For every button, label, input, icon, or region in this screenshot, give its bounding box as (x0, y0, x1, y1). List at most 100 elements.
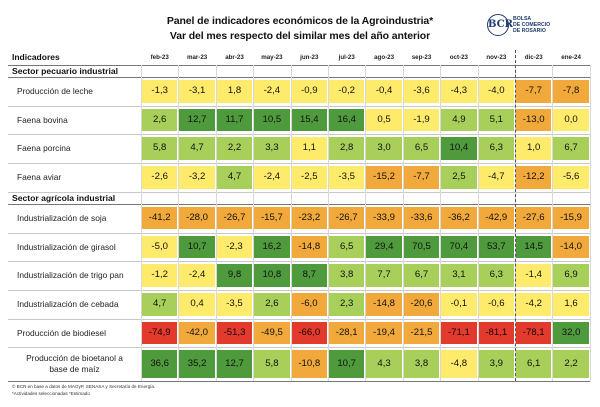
table-row: Industrialización de trigo pan -1,2 -2,4 9,… (8, 261, 590, 290)
column-divider (178, 65, 180, 382)
value-cell: -7,7 (403, 166, 440, 189)
value-cell: -4,8 (441, 350, 477, 379)
value-cell: -42,9 (478, 206, 514, 230)
value-cell: -2,3 (216, 235, 253, 259)
value-cell: 8,7 (291, 264, 327, 287)
row-label-line: Producción de bioetanol a (26, 353, 123, 364)
value-cell: 6,5 (403, 137, 440, 161)
value-cell: 2,6 (142, 108, 178, 132)
value-cell: 3,1 (441, 264, 477, 287)
value-cell: -28,0 (179, 206, 215, 230)
value-cell: -27,6 (516, 206, 552, 230)
value-cell: -66,0 (291, 321, 327, 345)
value-cell: -4,0 (478, 80, 514, 103)
column-divider (365, 65, 367, 382)
value-cell: -28,1 (329, 321, 365, 345)
value-cell: 10,4 (441, 137, 477, 161)
value-cell: -7,8 (553, 80, 589, 103)
row-label: Producción de bioetanol a base de maíz (8, 347, 141, 381)
section-header-row: Sector agrícola industrial (8, 192, 590, 204)
value-cell: 5,8 (142, 137, 178, 161)
value-cell: -33,9 (366, 206, 402, 230)
footnote-notes: *Actividades seleccionadas *Estimado (12, 391, 90, 396)
table-row: Producción de biodiesel -74,9 -42,0 -51,3 -4… (8, 319, 590, 348)
value-cell: -3,5 (216, 292, 253, 316)
row-label: Faena aviar (17, 172, 62, 183)
column-header-month: sep-23 (411, 54, 432, 61)
row-divider (8, 232, 590, 234)
section-divider (8, 203, 590, 205)
value-cell: -14,8 (291, 235, 327, 259)
value-cell: -14,0 (553, 235, 589, 259)
value-cell: -0,1 (441, 292, 477, 316)
row-divider (8, 191, 590, 193)
column-header-month: jun-23 (300, 54, 319, 61)
value-cell: -5,6 (553, 166, 589, 189)
value-cell: 6,7 (403, 264, 440, 287)
table-row: Faena porcina 5,8 4,7 2,2 3,3 1,1 2,8 3,0 6,5 10,… (8, 134, 590, 163)
value-cell: -33,6 (403, 206, 440, 230)
value-cell: -26,7 (329, 206, 365, 230)
value-cell: -71,1 (441, 321, 477, 345)
value-cell: 32,0 (553, 321, 589, 345)
title-block: Panel de indicadores económicos de la Ag… (0, 14, 600, 44)
value-cell: 10,5 (254, 108, 290, 132)
row-label: Producción de leche (17, 86, 93, 96)
value-cell: 3,8 (329, 264, 365, 287)
value-cell: 5,8 (254, 350, 290, 379)
row-label: Faena bovina (17, 114, 68, 125)
value-cell: 0,5 (366, 108, 402, 132)
value-cell: -1,4 (516, 264, 552, 287)
value-cell: 70,5 (403, 235, 440, 259)
table-row: Faena aviar -2,6 -3,2 4,7 -2,4 -2,5 -3,5 -15,2-… (8, 163, 590, 192)
column-divider (215, 65, 217, 382)
value-cell: -19,4 (366, 321, 402, 345)
value-cell: 10,7 (179, 235, 215, 259)
table-row: Industrialización de cebada 4,7 0,4 -3,5 2,6… (8, 290, 590, 319)
section-title: Sector agrícola industrial (12, 192, 116, 203)
value-cell: 53,7 (478, 235, 514, 259)
value-cell: -23,2 (291, 206, 327, 230)
value-cell: 6,1 (516, 350, 552, 379)
value-cell: 3,3 (254, 137, 290, 161)
chart-subtitle: Var del mes respecto del similar mes del… (169, 30, 431, 42)
column-header-month: feb-23 (150, 54, 169, 61)
value-cell: 11,7 (216, 108, 253, 132)
value-cell: -42,0 (179, 321, 215, 345)
value-cell: -51,3 (216, 321, 253, 345)
column-header-month: jul-23 (338, 54, 355, 61)
value-cell: 4,9 (441, 108, 477, 132)
footnote-source: © BCR en base a datos de MAGyP, SENASA y… (12, 384, 156, 389)
value-cell: -2,4 (254, 80, 290, 103)
value-cell: 4,7 (179, 137, 215, 161)
value-cell: 3,9 (478, 350, 514, 379)
section-header-row: Sector pecuario industrial (8, 65, 590, 77)
value-cell: 9,8 (216, 264, 253, 287)
value-cell: 1,0 (516, 137, 552, 161)
row-divider (8, 289, 590, 291)
value-cell: -1,9 (403, 108, 440, 132)
value-cell: 3,8 (403, 350, 440, 379)
table-row: Industrialización de soja -41,2 -28,0 -26,7… (8, 204, 590, 233)
value-cell: -2,5 (291, 166, 327, 189)
value-cell: 16,4 (329, 108, 365, 132)
row-label: Industrialización de soja (17, 212, 107, 223)
bcr-seal-icon: BCR (487, 14, 513, 36)
column-divider (290, 65, 292, 382)
row-divider (8, 261, 590, 263)
row-label: Industrialización de cebada (17, 298, 119, 309)
chart-title: Panel de indicadores económicos de la Ag… (166, 15, 434, 27)
value-cell: 0,4 (179, 292, 215, 316)
estimate-separator (515, 50, 516, 382)
value-cell: -0,2 (329, 80, 365, 103)
value-cell: 4,7 (216, 166, 253, 189)
value-cell: -5,0 (142, 235, 178, 259)
value-cell: -15,9 (553, 206, 589, 230)
column-divider (477, 65, 479, 382)
column-divider (141, 65, 142, 382)
table-row: Faena bovina 2,6 12,7 11,7 10,5 15,4 16,4 0,5 -1… (8, 106, 590, 135)
column-header-month: may-23 (261, 54, 283, 61)
column-header-month: ene-24 (561, 54, 581, 61)
column-divider (552, 65, 554, 382)
table-row: Industrialización de girasol -5,0 10,7 -2,3… (8, 233, 590, 262)
